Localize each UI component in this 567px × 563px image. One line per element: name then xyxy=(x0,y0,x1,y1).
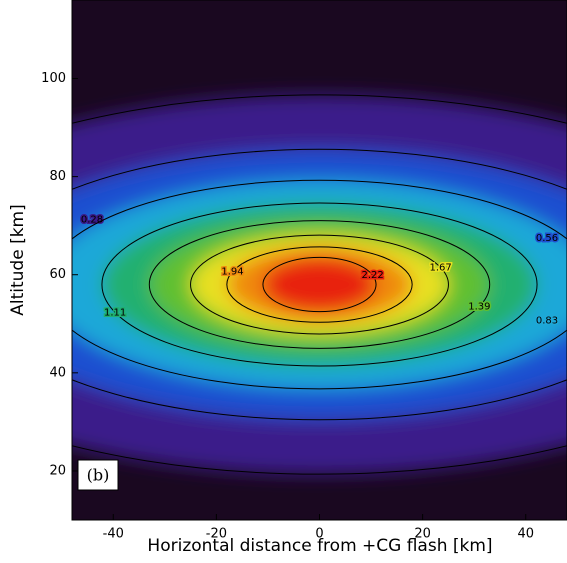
contour-line xyxy=(72,94,567,475)
contour-line xyxy=(148,220,491,349)
contour-label: 0.56 xyxy=(536,233,558,244)
y-axis-title: Altitude [km] xyxy=(8,204,28,316)
y-tick-label: 100 xyxy=(41,71,66,86)
x-tick-label: 40 xyxy=(517,527,534,542)
x-axis-title: Horizontal distance from +CG flash [km] xyxy=(147,536,492,556)
panel-label: (b) xyxy=(87,466,110,485)
x-tick-label: 0 xyxy=(315,527,323,542)
y-tick-label: 60 xyxy=(49,267,66,282)
y-tick-label: 80 xyxy=(49,169,66,184)
contour-line xyxy=(190,234,449,335)
y-tick-label: 20 xyxy=(49,463,66,478)
contour-label: 1.94 xyxy=(221,267,243,278)
level-band xyxy=(262,257,377,312)
contour-line xyxy=(101,202,538,367)
contour-line xyxy=(226,246,413,323)
plot-area: 0.28 0.56 0.83 1.11 1.39 1.67 1.94 2.22 xyxy=(72,0,567,520)
contour-label: 1.39 xyxy=(468,301,490,312)
contour-line xyxy=(72,148,567,421)
contour-label: 1.67 xyxy=(430,263,452,274)
contour-label: 0.83 xyxy=(536,315,558,326)
contour-label: 0.28 xyxy=(81,215,103,226)
x-tick-label: 20 xyxy=(414,527,431,542)
x-tick-label: -40 xyxy=(103,527,124,542)
contour-label: 1.11 xyxy=(104,307,126,318)
x-tick-label: -20 xyxy=(206,527,227,542)
contour-line xyxy=(262,256,377,313)
contour-line xyxy=(72,179,567,390)
panel-box xyxy=(77,459,119,491)
y-tick-label: 40 xyxy=(49,365,66,380)
contour-label: 2.22 xyxy=(361,270,383,281)
